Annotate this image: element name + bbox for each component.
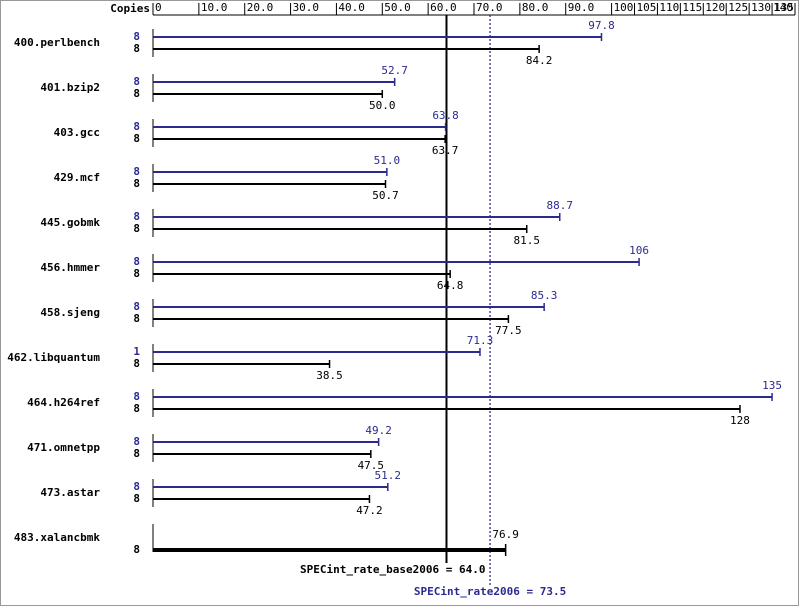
category-label: 464.h264ref — [27, 396, 100, 409]
copies-label: 8 — [133, 210, 140, 223]
copies-label: 8 — [133, 30, 140, 43]
category-label: 429.mcf — [54, 171, 100, 184]
copies-label: 8 — [133, 267, 140, 280]
reference-label: SPECint_rate2006 = 73.5 — [414, 585, 566, 598]
category-label: 401.bzip2 — [40, 81, 100, 94]
value-label: 64.8 — [437, 279, 464, 292]
x-tick-label: 130 — [751, 1, 771, 14]
value-label: 52.7 — [381, 64, 408, 77]
value-label: 47.2 — [356, 504, 383, 517]
value-label: 81.5 — [513, 234, 540, 247]
category-label: 456.hmmer — [40, 261, 100, 274]
x-tick-label: 140 — [773, 1, 793, 14]
x-tick-label: 40.0 — [338, 1, 365, 14]
x-tick-label: 0 — [155, 1, 162, 14]
value-label: 49.2 — [365, 424, 392, 437]
copies-label: 8 — [133, 75, 140, 88]
value-label: 77.5 — [495, 324, 522, 337]
copies-label: 8 — [133, 132, 140, 145]
value-label: 88.7 — [547, 199, 574, 212]
value-label: 51.0 — [374, 154, 401, 167]
copies-header: Copies — [110, 2, 150, 15]
x-tick-label: 20.0 — [247, 1, 274, 14]
category-label: 400.perlbench — [14, 36, 100, 49]
x-tick-label: 30.0 — [293, 1, 320, 14]
copies-label: 8 — [133, 543, 140, 556]
value-label: 135 — [762, 379, 782, 392]
copies-label: 8 — [133, 357, 140, 370]
copies-label: 8 — [133, 312, 140, 325]
copies-label: 8 — [133, 177, 140, 190]
copies-label: 8 — [133, 402, 140, 415]
x-tick-label: 125 — [728, 1, 748, 14]
category-label: 458.sjeng — [40, 306, 100, 319]
value-label: 85.3 — [531, 289, 558, 302]
x-tick-label: 100 — [614, 1, 634, 14]
copies-label: 8 — [133, 42, 140, 55]
value-label: 50.0 — [369, 99, 396, 112]
copies-label: 8 — [133, 222, 140, 235]
copies-label: 8 — [133, 435, 140, 448]
value-label: 71.3 — [467, 334, 494, 347]
value-label: 38.5 — [316, 369, 343, 382]
value-label: 47.5 — [358, 459, 385, 472]
copies-label: 8 — [133, 390, 140, 403]
category-label: 403.gcc — [54, 126, 100, 139]
value-label: 84.2 — [526, 54, 553, 67]
value-label: 97.8 — [588, 19, 615, 32]
value-label: 50.7 — [372, 189, 399, 202]
x-tick-label: 120 — [705, 1, 725, 14]
x-tick-label: 80.0 — [522, 1, 549, 14]
x-tick-label: 105 — [637, 1, 657, 14]
value-label: 76.9 — [492, 528, 519, 541]
copies-label: 8 — [133, 120, 140, 133]
copies-label: 8 — [133, 255, 140, 268]
value-label: 63.8 — [432, 109, 459, 122]
copies-label: 8 — [133, 165, 140, 178]
copies-label: 8 — [133, 300, 140, 313]
copies-label: 8 — [133, 87, 140, 100]
x-tick-label: 50.0 — [384, 1, 411, 14]
copies-label: 8 — [133, 492, 140, 505]
reference-label: SPECint_rate_base2006 = 64.0 — [300, 563, 485, 576]
category-label: 483.xalancbmk — [14, 531, 100, 544]
value-label: 51.2 — [375, 469, 402, 482]
x-tick-label: 60.0 — [430, 1, 457, 14]
x-tick-label: 115 — [682, 1, 702, 14]
x-tick-label: 90.0 — [568, 1, 595, 14]
category-label: 471.omnetpp — [27, 441, 100, 454]
x-tick-label: 110 — [659, 1, 679, 14]
x-tick-label: 70.0 — [476, 1, 503, 14]
value-label: 128 — [730, 414, 750, 427]
value-label: 106 — [629, 244, 649, 257]
copies-label: 8 — [133, 447, 140, 460]
category-label: 473.astar — [40, 486, 100, 499]
copies-label: 8 — [133, 480, 140, 493]
x-tick-label: 10.0 — [201, 1, 228, 14]
category-label: 445.gobmk — [40, 216, 100, 229]
x-tick-label: 135 — [774, 1, 794, 14]
copies-label: 1 — [133, 345, 140, 358]
category-label: 462.libquantum — [7, 351, 100, 364]
value-label: 63.7 — [432, 144, 459, 157]
